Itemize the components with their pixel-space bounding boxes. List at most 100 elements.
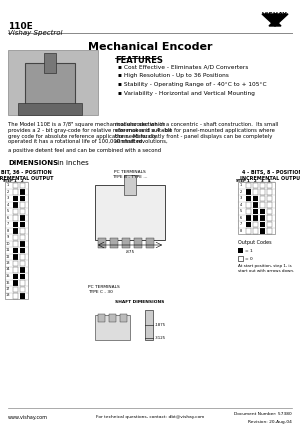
Text: PC TERMINALS
TYPE B - TYPE ...: PC TERMINALS TYPE B - TYPE ... bbox=[112, 170, 148, 178]
Polygon shape bbox=[269, 20, 281, 26]
Bar bbox=[260, 182, 265, 188]
Bar bbox=[20, 182, 25, 188]
Bar bbox=[20, 293, 25, 298]
Text: SHAFT DIMENSIONS: SHAFT DIMENSIONS bbox=[115, 300, 165, 304]
Bar bbox=[253, 196, 258, 201]
Text: 12: 12 bbox=[6, 255, 10, 258]
Text: Document Number: 57380: Document Number: 57380 bbox=[234, 412, 292, 416]
Bar bbox=[13, 261, 18, 266]
Bar bbox=[267, 182, 272, 188]
Text: 5: 5 bbox=[7, 209, 9, 213]
Text: 16: 16 bbox=[6, 280, 10, 284]
Text: = 0: = 0 bbox=[245, 257, 253, 261]
Text: 110E: 110E bbox=[8, 22, 33, 31]
Bar bbox=[260, 196, 265, 201]
Text: = 1: = 1 bbox=[245, 249, 253, 253]
Bar bbox=[120, 314, 127, 322]
Text: 1: 1 bbox=[7, 183, 9, 187]
Bar bbox=[13, 293, 18, 298]
Bar bbox=[267, 196, 272, 201]
Bar bbox=[246, 228, 251, 233]
Text: 3: 3 bbox=[261, 179, 263, 183]
Text: 11: 11 bbox=[6, 248, 10, 252]
Text: DIMENSIONS: DIMENSIONS bbox=[8, 160, 58, 166]
Bar bbox=[134, 238, 142, 248]
Bar bbox=[146, 238, 154, 248]
Bar bbox=[124, 175, 136, 195]
Text: 2: 2 bbox=[254, 179, 256, 183]
Text: STEP: STEP bbox=[236, 179, 246, 183]
Bar bbox=[20, 286, 25, 292]
Bar bbox=[20, 196, 25, 201]
Bar bbox=[246, 209, 251, 214]
Bar bbox=[13, 209, 18, 214]
Bar bbox=[13, 280, 18, 286]
Polygon shape bbox=[262, 14, 288, 26]
Text: 4: 4 bbox=[240, 202, 242, 207]
Text: 1: 1 bbox=[240, 183, 242, 187]
Text: 14: 14 bbox=[6, 267, 10, 272]
Bar bbox=[20, 235, 25, 240]
Bar bbox=[20, 254, 25, 260]
Text: 6: 6 bbox=[240, 215, 242, 219]
Bar bbox=[5, 182, 28, 299]
Bar bbox=[246, 182, 251, 188]
Bar bbox=[260, 189, 265, 195]
Text: in inches: in inches bbox=[55, 160, 89, 166]
Text: 6: 6 bbox=[7, 215, 9, 219]
Bar bbox=[253, 215, 258, 221]
Bar bbox=[18, 103, 82, 115]
Text: 3: 3 bbox=[7, 196, 9, 200]
Bar bbox=[110, 238, 118, 248]
Bar bbox=[20, 241, 25, 246]
Text: 17: 17 bbox=[6, 287, 10, 291]
Text: ▪ High Resolution - Up to 36 Positions: ▪ High Resolution - Up to 36 Positions bbox=[118, 73, 229, 78]
Bar bbox=[20, 202, 25, 207]
Bar bbox=[145, 310, 153, 340]
Bar bbox=[20, 209, 25, 214]
Bar bbox=[238, 256, 243, 261]
Bar bbox=[267, 221, 272, 227]
Bar bbox=[13, 228, 18, 233]
Bar bbox=[260, 202, 265, 207]
Text: ▪ Stability - Operating Range of - 40°C to + 105°C: ▪ Stability - Operating Range of - 40°C … bbox=[118, 82, 267, 87]
Bar bbox=[98, 238, 106, 248]
Bar bbox=[20, 189, 25, 195]
Bar bbox=[122, 238, 130, 248]
Text: 5: 5 bbox=[240, 209, 242, 213]
Text: 10: 10 bbox=[6, 241, 10, 246]
Bar bbox=[20, 228, 25, 233]
Bar bbox=[13, 215, 18, 221]
Text: FEATURES: FEATURES bbox=[115, 56, 163, 65]
Bar bbox=[8, 50, 98, 115]
Bar bbox=[253, 221, 258, 227]
Bar bbox=[253, 209, 258, 214]
Text: 4 - BITS, 8 - POSITION
INCREMENTAL OUTPUT: 4 - BITS, 8 - POSITION INCREMENTAL OUTPU… bbox=[240, 170, 300, 181]
Text: .3125: .3125 bbox=[155, 336, 166, 340]
Text: 8: 8 bbox=[240, 229, 242, 232]
Bar bbox=[13, 247, 18, 253]
Text: Revision: 20-Aug-04: Revision: 20-Aug-04 bbox=[248, 420, 292, 424]
Text: .875: .875 bbox=[125, 250, 135, 254]
Text: 2: 2 bbox=[7, 190, 9, 193]
Bar bbox=[13, 267, 18, 272]
Bar bbox=[238, 248, 243, 253]
Bar bbox=[13, 235, 18, 240]
Text: 15: 15 bbox=[6, 274, 10, 278]
Text: 2: 2 bbox=[240, 190, 242, 193]
Text: 9: 9 bbox=[7, 235, 9, 239]
Bar bbox=[260, 209, 265, 214]
Bar bbox=[13, 196, 18, 201]
Text: 1: 1 bbox=[247, 179, 249, 183]
Bar bbox=[13, 241, 18, 246]
Bar bbox=[267, 215, 272, 221]
Text: ▪ Variability - Horizontal and Vertical Mounting: ▪ Variability - Horizontal and Vertical … bbox=[118, 91, 255, 96]
Bar bbox=[20, 215, 25, 221]
Bar bbox=[25, 63, 75, 108]
Bar bbox=[246, 189, 251, 195]
Text: STEP: STEP bbox=[3, 179, 13, 183]
Bar bbox=[13, 274, 18, 279]
Bar bbox=[98, 314, 105, 322]
Bar bbox=[267, 209, 272, 214]
Text: 7: 7 bbox=[7, 222, 9, 226]
